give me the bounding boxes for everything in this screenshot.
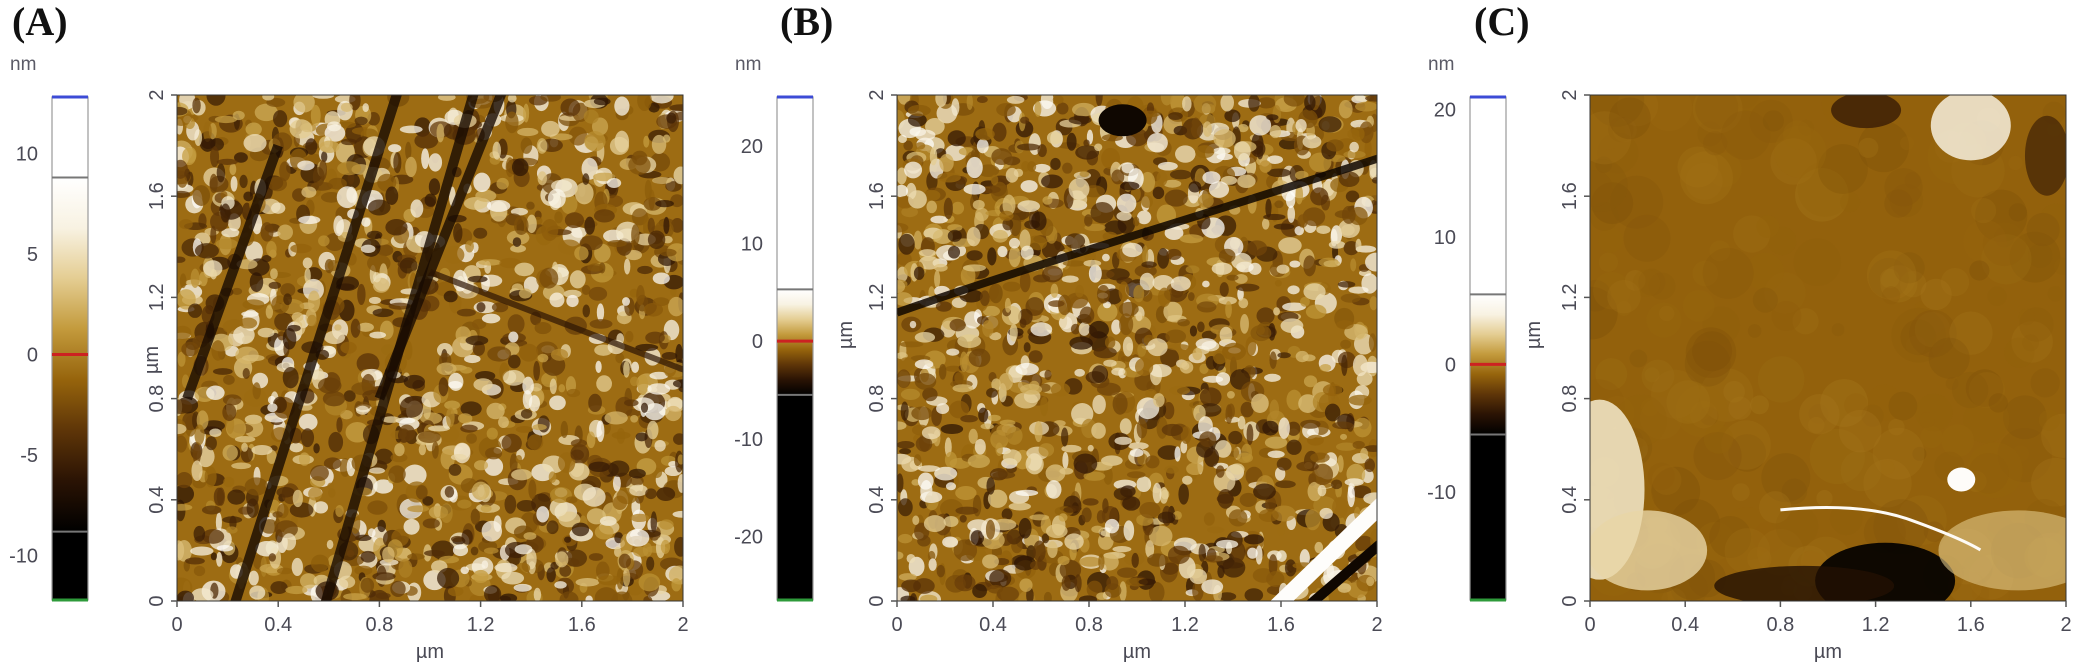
colorbar-saturated-high bbox=[777, 97, 813, 290]
panel-label: (C) bbox=[1474, 0, 1530, 44]
x-axis-title: µm bbox=[1123, 641, 1151, 662]
y-axis-tick-label: 0.8 bbox=[146, 385, 168, 413]
x-axis-tick-label: 2 bbox=[2060, 614, 2071, 636]
colorbar-unit: nm bbox=[735, 54, 761, 75]
y-axis-tick-label: 1.6 bbox=[1559, 182, 1581, 210]
height-map-texture bbox=[897, 95, 1377, 601]
y-axis-title: µm bbox=[1523, 321, 1545, 349]
x-axis-tick-label: 1.6 bbox=[1957, 614, 1985, 636]
colorbar-tick-label: 10 bbox=[1434, 227, 1456, 249]
y-axis-title: µm bbox=[835, 321, 857, 349]
image-frame bbox=[176, 94, 684, 602]
y-axis-tick-label: 1.2 bbox=[146, 283, 168, 311]
x-axis-tick-label: 0 bbox=[891, 614, 902, 636]
x-axis-title: µm bbox=[416, 641, 444, 662]
y-axis-tick-label: 0 bbox=[866, 595, 888, 606]
x-axis-title: µm bbox=[1814, 641, 1842, 662]
colorbar-saturated-low bbox=[777, 394, 813, 600]
image-frame bbox=[1589, 94, 2067, 602]
colorbar-tick-label: -10 bbox=[1427, 482, 1456, 504]
x-axis-tick-label: 0.4 bbox=[979, 614, 1007, 636]
colorbar-tick-labels: 20 10 0 -10 -20 bbox=[734, 136, 763, 549]
y-axis-tick-label: 1.2 bbox=[1559, 283, 1581, 311]
panel-a: (A) nm 10 5 0 -5 -10 0 0.4 0.8 1.2 1.6 2 0 0.4 0.8 1.… bbox=[9, 0, 689, 662]
colorbar-tick-labels: 20 10 0 -10 bbox=[1427, 100, 1456, 504]
colorbar bbox=[776, 95, 814, 602]
y-axis-tick-label: 0.8 bbox=[866, 385, 888, 413]
y-axis-tick-label: 0 bbox=[1559, 595, 1581, 606]
colorbar-unit: nm bbox=[1428, 54, 1454, 75]
y-axis-tick-label: 1.6 bbox=[146, 182, 168, 210]
colorbar-tick-label: 5 bbox=[27, 244, 38, 266]
colorbar-saturated-low bbox=[52, 531, 88, 600]
image-frame bbox=[896, 94, 1378, 602]
x-axis-tick-label: 2 bbox=[677, 614, 688, 636]
y-axis-tick-label: 0.8 bbox=[1559, 385, 1581, 413]
colorbar-tick-label: 0 bbox=[27, 345, 38, 367]
colorbar bbox=[1469, 95, 1507, 602]
x-axis-tick-label: 0.4 bbox=[264, 614, 292, 636]
x-axis-tick-label: 0.8 bbox=[1766, 614, 1794, 636]
colorbar-unit: nm bbox=[10, 54, 36, 75]
y-axis-tick-label: 1.2 bbox=[866, 283, 888, 311]
height-map-image: 0 0.4 0.8 1.2 1.6 2 0 0.4 0.8 1.2 1.6 2 bbox=[146, 89, 689, 636]
y-axis-tick-label: 0.4 bbox=[866, 486, 888, 514]
y-axis-tick-label: 0.4 bbox=[1559, 486, 1581, 514]
colorbar-tick-label: -10 bbox=[734, 429, 763, 451]
y-axis-tick-label: 0 bbox=[146, 595, 168, 606]
height-map-image: 0 0.4 0.8 1.2 1.6 2 0 0.4 0.8 1.2 1.6 2 bbox=[1559, 89, 2072, 636]
colorbar-tick-labels: 10 5 0 -5 -10 bbox=[9, 143, 38, 567]
x-axis-tick-label: 0.4 bbox=[1671, 614, 1699, 636]
panel-label: (B) bbox=[780, 0, 833, 44]
y-axis-tick-label: 0.4 bbox=[146, 486, 168, 514]
colorbar-tick-label: -5 bbox=[20, 445, 38, 467]
x-axis-tick-label: 1.6 bbox=[1267, 614, 1295, 636]
colorbar-tick-label: -10 bbox=[9, 546, 38, 568]
colorbar-tick-label: 0 bbox=[1445, 354, 1456, 376]
colorbar-tick-label: 10 bbox=[741, 234, 763, 256]
y-axis-tick-label: 2 bbox=[146, 89, 168, 100]
y-axis-tick-label: 2 bbox=[1559, 89, 1581, 100]
y-axis-title: µm bbox=[141, 346, 163, 374]
colorbar-tick-label: 10 bbox=[16, 143, 38, 165]
colorbar-saturated-low bbox=[1470, 434, 1506, 600]
colorbar-saturated-high bbox=[52, 97, 88, 178]
y-axis-tick-label: 2 bbox=[866, 89, 888, 100]
height-map-texture bbox=[177, 95, 683, 601]
colorbar-tick-label: -20 bbox=[734, 527, 763, 549]
x-axis-tick-label: 0.8 bbox=[1075, 614, 1103, 636]
x-axis-tick-label: 1.6 bbox=[568, 614, 596, 636]
x-axis-tick-label: 1.2 bbox=[1862, 614, 1890, 636]
colorbar bbox=[51, 95, 89, 602]
colorbar-tick-label: 20 bbox=[1434, 100, 1456, 122]
x-axis-tick-label: 1.2 bbox=[1171, 614, 1199, 636]
y-axis-tick-label: 1.6 bbox=[866, 182, 888, 210]
x-axis-tick-label: 0.8 bbox=[365, 614, 393, 636]
height-map-texture bbox=[1590, 95, 2066, 601]
x-axis-tick-label: 0 bbox=[171, 614, 182, 636]
colorbar-saturated-high bbox=[1470, 97, 1506, 295]
x-axis-tick-label: 1.2 bbox=[467, 614, 495, 636]
x-axis-tick-label: 2 bbox=[1371, 614, 1382, 636]
height-map-image: 0 0.4 0.8 1.2 1.6 2 0 0.4 0.8 1.2 1.6 2 bbox=[866, 89, 1383, 636]
colorbar-tick-label: 0 bbox=[752, 331, 763, 353]
colorbar-tick-label: 20 bbox=[741, 136, 763, 158]
panel-label: (A) bbox=[12, 0, 68, 44]
x-axis-tick-label: 0 bbox=[1584, 614, 1595, 636]
